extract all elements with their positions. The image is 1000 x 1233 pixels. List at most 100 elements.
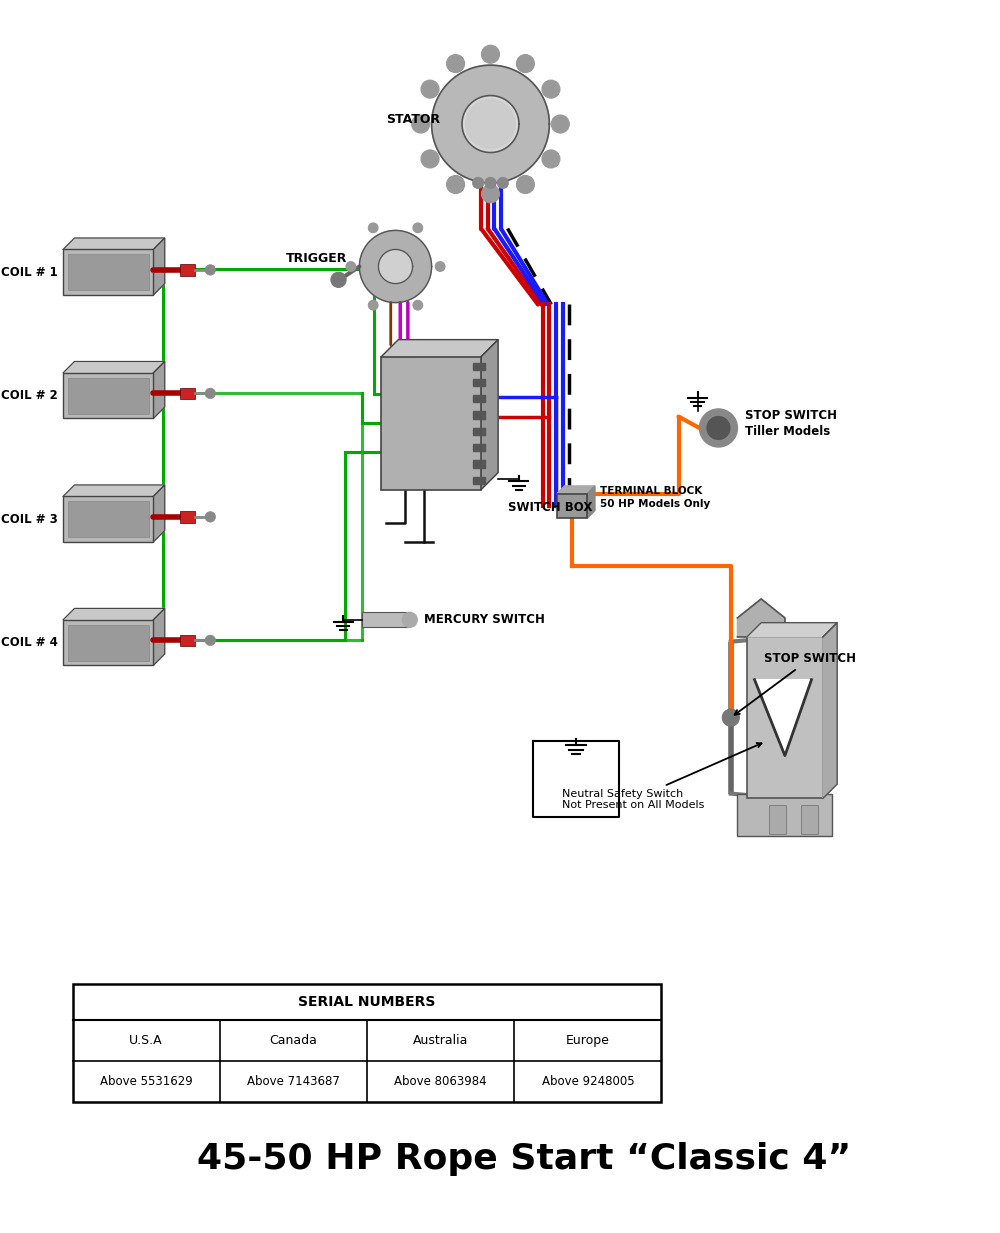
Bar bbox=[180, 387, 195, 399]
Circle shape bbox=[447, 54, 465, 73]
Circle shape bbox=[331, 272, 346, 287]
Text: Above 7143687: Above 7143687 bbox=[247, 1075, 340, 1089]
Bar bbox=[63, 249, 153, 295]
Polygon shape bbox=[153, 485, 165, 543]
Polygon shape bbox=[381, 339, 498, 356]
FancyBboxPatch shape bbox=[737, 794, 832, 836]
Circle shape bbox=[497, 178, 509, 189]
Circle shape bbox=[368, 223, 378, 233]
Text: Above 8063984: Above 8063984 bbox=[394, 1075, 487, 1089]
Bar bbox=[68, 625, 149, 661]
Polygon shape bbox=[153, 608, 165, 666]
Bar bbox=[473, 460, 485, 467]
Text: U.S.A: U.S.A bbox=[129, 1033, 163, 1047]
Bar bbox=[473, 363, 485, 370]
Bar bbox=[473, 477, 485, 483]
Circle shape bbox=[421, 80, 439, 99]
Polygon shape bbox=[481, 339, 498, 490]
Text: MERCURY SWITCH: MERCURY SWITCH bbox=[424, 613, 545, 626]
Bar bbox=[68, 254, 149, 290]
Circle shape bbox=[435, 261, 445, 271]
Polygon shape bbox=[432, 65, 549, 182]
Polygon shape bbox=[153, 238, 165, 295]
Bar bbox=[73, 984, 661, 1102]
Bar bbox=[557, 493, 587, 518]
Text: TERMINAL BLOCK
50 HP Models Only: TERMINAL BLOCK 50 HP Models Only bbox=[600, 486, 710, 509]
Polygon shape bbox=[737, 599, 785, 637]
Circle shape bbox=[205, 265, 216, 275]
Circle shape bbox=[421, 150, 439, 168]
Polygon shape bbox=[63, 361, 165, 372]
Circle shape bbox=[447, 175, 465, 194]
Polygon shape bbox=[557, 486, 595, 493]
Bar bbox=[473, 396, 485, 402]
Polygon shape bbox=[63, 608, 165, 620]
Text: COIL # 3: COIL # 3 bbox=[1, 513, 57, 525]
Circle shape bbox=[413, 301, 423, 309]
Bar bbox=[473, 379, 485, 386]
Polygon shape bbox=[747, 623, 837, 637]
Circle shape bbox=[542, 80, 560, 99]
Bar bbox=[473, 428, 485, 435]
Circle shape bbox=[402, 613, 417, 628]
Bar bbox=[63, 372, 153, 418]
Polygon shape bbox=[466, 100, 515, 149]
Bar bbox=[362, 613, 410, 628]
Circle shape bbox=[481, 185, 500, 203]
Bar bbox=[381, 356, 481, 490]
Circle shape bbox=[722, 709, 739, 726]
Text: SWITCH BOX: SWITCH BOX bbox=[508, 501, 592, 514]
Circle shape bbox=[413, 223, 423, 233]
Polygon shape bbox=[63, 485, 165, 497]
Bar bbox=[769, 805, 786, 834]
Text: 45-50 HP Rope Start “Classic 4”: 45-50 HP Rope Start “Classic 4” bbox=[197, 1142, 851, 1176]
Polygon shape bbox=[587, 486, 595, 518]
FancyBboxPatch shape bbox=[747, 637, 823, 799]
Circle shape bbox=[205, 635, 216, 646]
Text: Australia: Australia bbox=[413, 1033, 468, 1047]
Bar bbox=[68, 501, 149, 538]
Circle shape bbox=[346, 261, 356, 271]
Text: SERIAL NUMBERS: SERIAL NUMBERS bbox=[298, 995, 436, 1009]
Text: TRIGGER: TRIGGER bbox=[286, 253, 348, 265]
Text: STATOR: STATOR bbox=[386, 112, 440, 126]
Circle shape bbox=[472, 178, 484, 189]
Bar bbox=[801, 805, 818, 834]
Polygon shape bbox=[63, 238, 165, 249]
Polygon shape bbox=[359, 231, 432, 302]
Circle shape bbox=[205, 512, 216, 522]
Bar bbox=[68, 377, 149, 414]
Text: COIL # 2: COIL # 2 bbox=[1, 390, 57, 402]
Circle shape bbox=[481, 46, 500, 63]
Text: COIL # 4: COIL # 4 bbox=[1, 636, 57, 649]
Bar bbox=[180, 264, 195, 276]
Text: STOP SWITCH
Tiller Models: STOP SWITCH Tiller Models bbox=[745, 408, 837, 438]
Polygon shape bbox=[755, 679, 812, 756]
Circle shape bbox=[516, 175, 534, 194]
Bar bbox=[63, 497, 153, 543]
Bar bbox=[63, 620, 153, 666]
Text: STOP SWITCH: STOP SWITCH bbox=[735, 652, 856, 715]
Polygon shape bbox=[378, 249, 413, 284]
Text: Above 5531629: Above 5531629 bbox=[100, 1075, 193, 1089]
Circle shape bbox=[205, 388, 216, 398]
Polygon shape bbox=[823, 623, 837, 799]
Text: Above 9248005: Above 9248005 bbox=[542, 1075, 634, 1089]
Polygon shape bbox=[153, 361, 165, 418]
Circle shape bbox=[516, 54, 534, 73]
Circle shape bbox=[412, 115, 430, 133]
Circle shape bbox=[551, 115, 569, 133]
Circle shape bbox=[542, 150, 560, 168]
Bar bbox=[180, 635, 195, 646]
Circle shape bbox=[485, 178, 496, 189]
Text: COIL # 1: COIL # 1 bbox=[1, 265, 57, 279]
Bar bbox=[473, 444, 485, 451]
Text: Europe: Europe bbox=[566, 1033, 610, 1047]
Bar bbox=[180, 512, 195, 523]
Polygon shape bbox=[462, 95, 519, 153]
Circle shape bbox=[699, 409, 737, 448]
Text: Neutral Safety Switch
Not Present on All Models: Neutral Safety Switch Not Present on All… bbox=[562, 743, 762, 810]
Bar bbox=[473, 412, 485, 419]
Text: Canada: Canada bbox=[269, 1033, 317, 1047]
Circle shape bbox=[707, 417, 730, 439]
